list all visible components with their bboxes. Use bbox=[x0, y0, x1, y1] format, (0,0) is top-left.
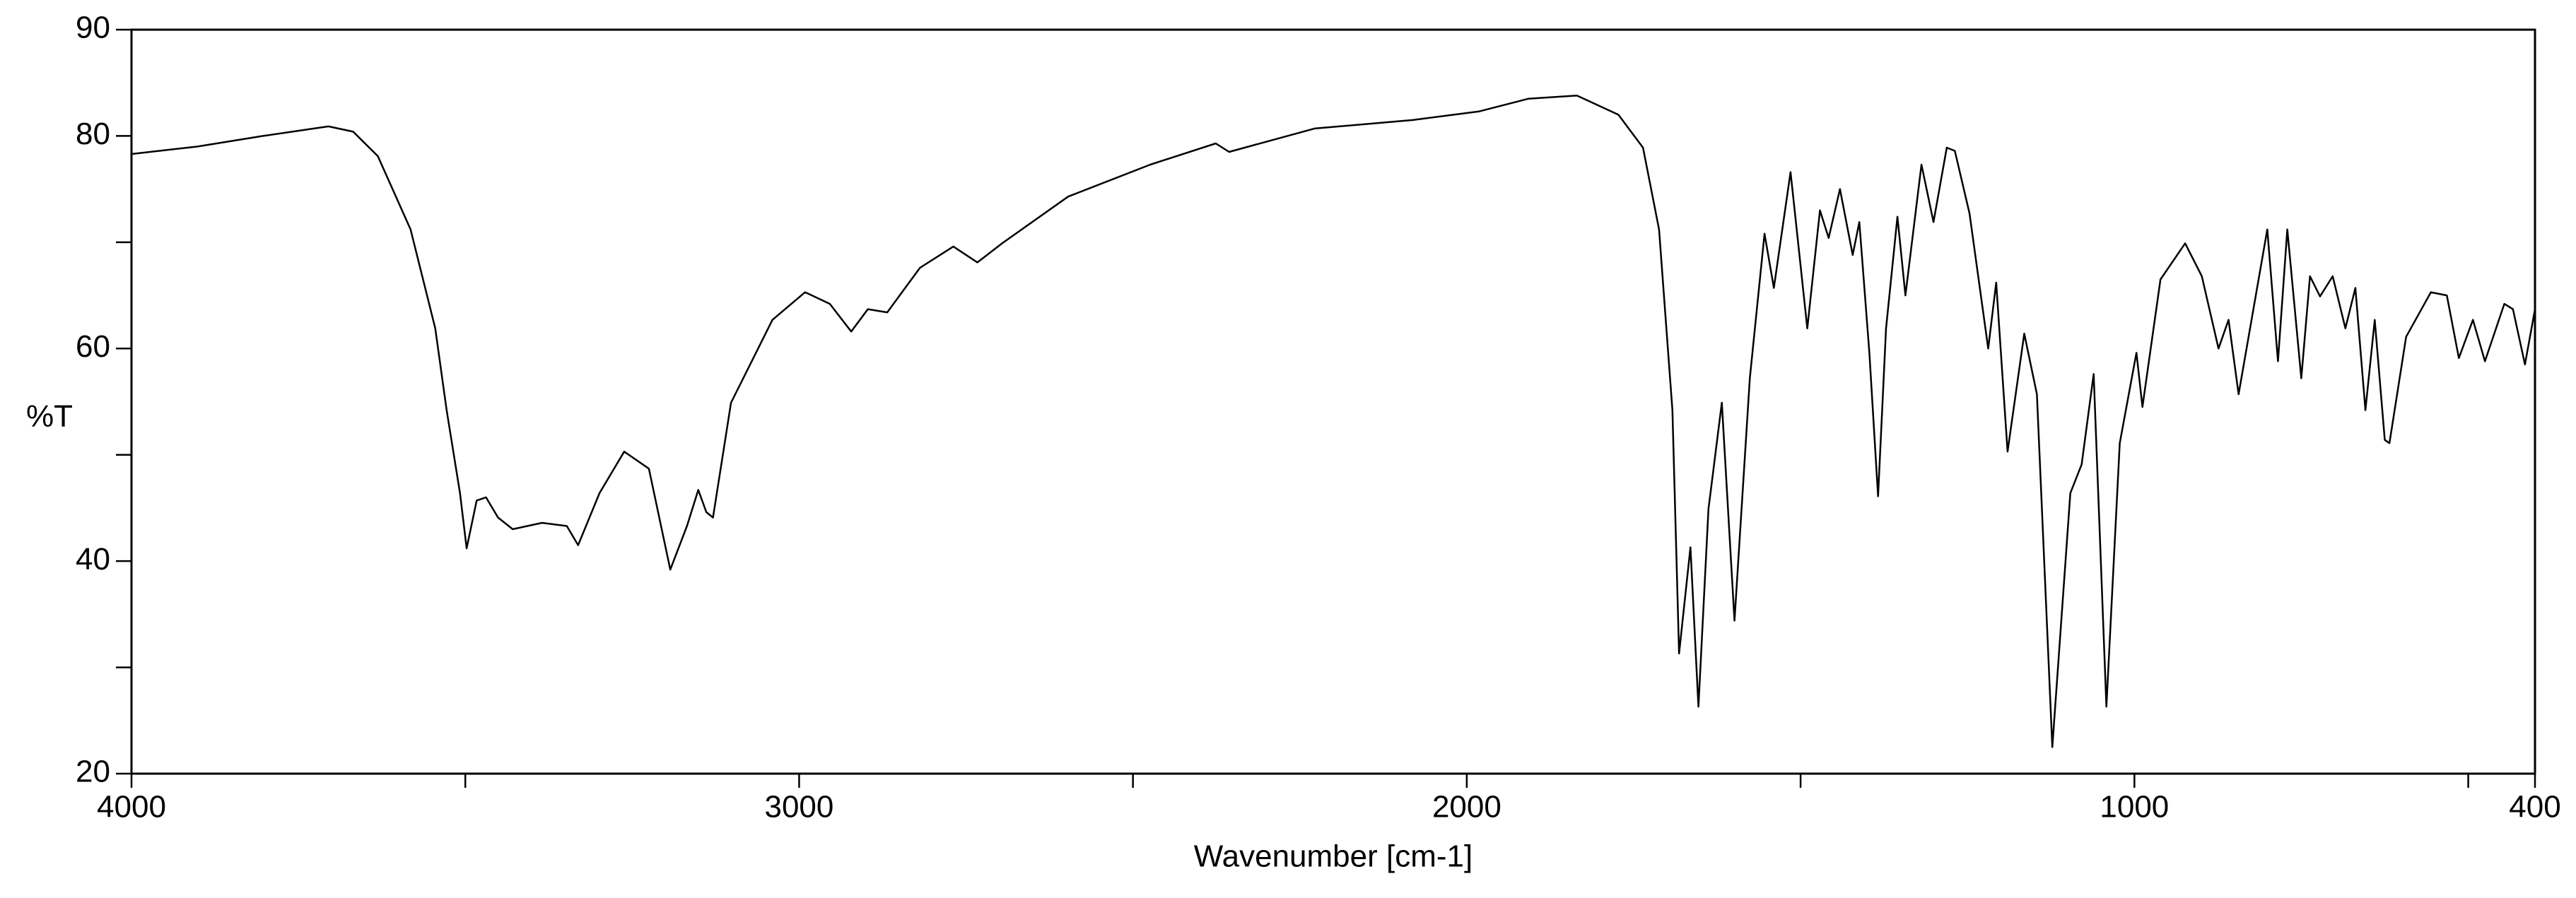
y-tick-label: 80 bbox=[76, 117, 110, 151]
y-tick-label: 20 bbox=[76, 755, 110, 789]
y-tick-label: 40 bbox=[76, 542, 110, 577]
spectrum-line bbox=[131, 95, 2536, 748]
x-tick-label: 4000 bbox=[97, 790, 166, 825]
plot-frame bbox=[130, 28, 2536, 775]
y-tick-label: 60 bbox=[76, 329, 110, 364]
x-tick-label: 2000 bbox=[1432, 790, 1501, 825]
x-tick-label: 3000 bbox=[764, 790, 833, 825]
y-tick-label: 90 bbox=[76, 11, 110, 45]
x-axis-label: Wavenumber [cm-1] bbox=[1194, 839, 1473, 874]
x-tick-label: 1000 bbox=[2100, 790, 2169, 825]
x-tick-label: 400 bbox=[2509, 790, 2560, 825]
y-axis-label: %T bbox=[26, 399, 73, 434]
